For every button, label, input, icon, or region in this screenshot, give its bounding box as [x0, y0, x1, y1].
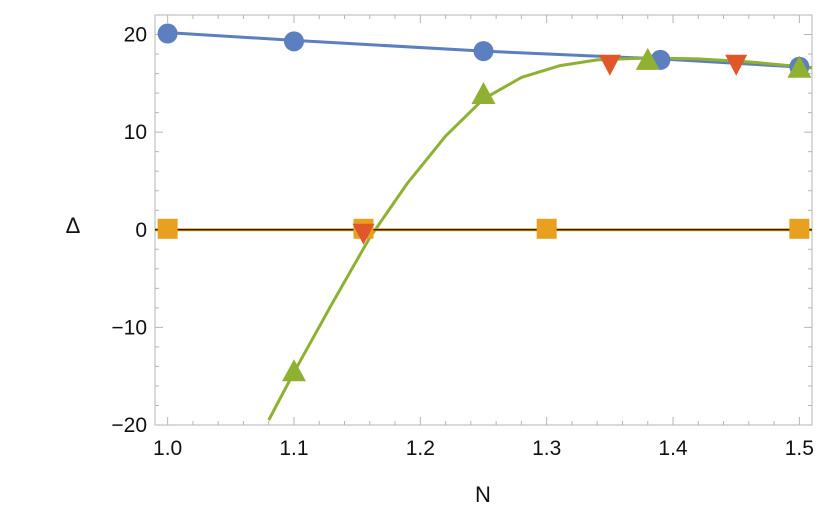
triangle-down-marker — [598, 54, 621, 76]
x-tick-label: 1.3 — [532, 437, 561, 460]
x-axis-label: N — [475, 482, 491, 507]
y-tick-label: −20 — [111, 414, 147, 437]
y-tick-label: 20 — [124, 24, 147, 47]
circle-marker — [283, 31, 304, 52]
y-tick-label: 10 — [124, 121, 147, 144]
triangle-up-marker — [281, 359, 306, 382]
tick-labels: 1.0 1.1 1.2 1.3 1.4 1.5 −20 −10 0 10 20 — [111, 24, 814, 460]
x-tick-label: 1.2 — [406, 437, 435, 460]
triangle-down-marker — [352, 223, 375, 245]
x-tick-label: 1.0 — [153, 437, 182, 460]
plot-frame — [154, 14, 813, 426]
y-tick-label: 0 — [135, 219, 147, 242]
triangle-up-marker — [471, 82, 496, 105]
triangle-down-marker — [725, 54, 748, 76]
y-tick-label: −10 — [111, 316, 147, 339]
x-tick-label: 1.4 — [658, 437, 688, 460]
x-tick-label: 1.5 — [785, 437, 814, 460]
series-markers — [157, 23, 812, 382]
axes — [154, 14, 813, 426]
square-marker — [789, 218, 810, 239]
y-axis-label: Δ — [66, 213, 81, 238]
green-series-curve — [267, 56, 813, 421]
square-marker — [536, 218, 557, 239]
circle-marker — [157, 23, 178, 44]
triangle-up-marker — [787, 55, 812, 78]
x-tick-label: 1.1 — [279, 437, 308, 460]
square-marker — [157, 218, 178, 239]
circle-marker — [473, 41, 494, 62]
triangle-up-marker — [635, 47, 660, 70]
